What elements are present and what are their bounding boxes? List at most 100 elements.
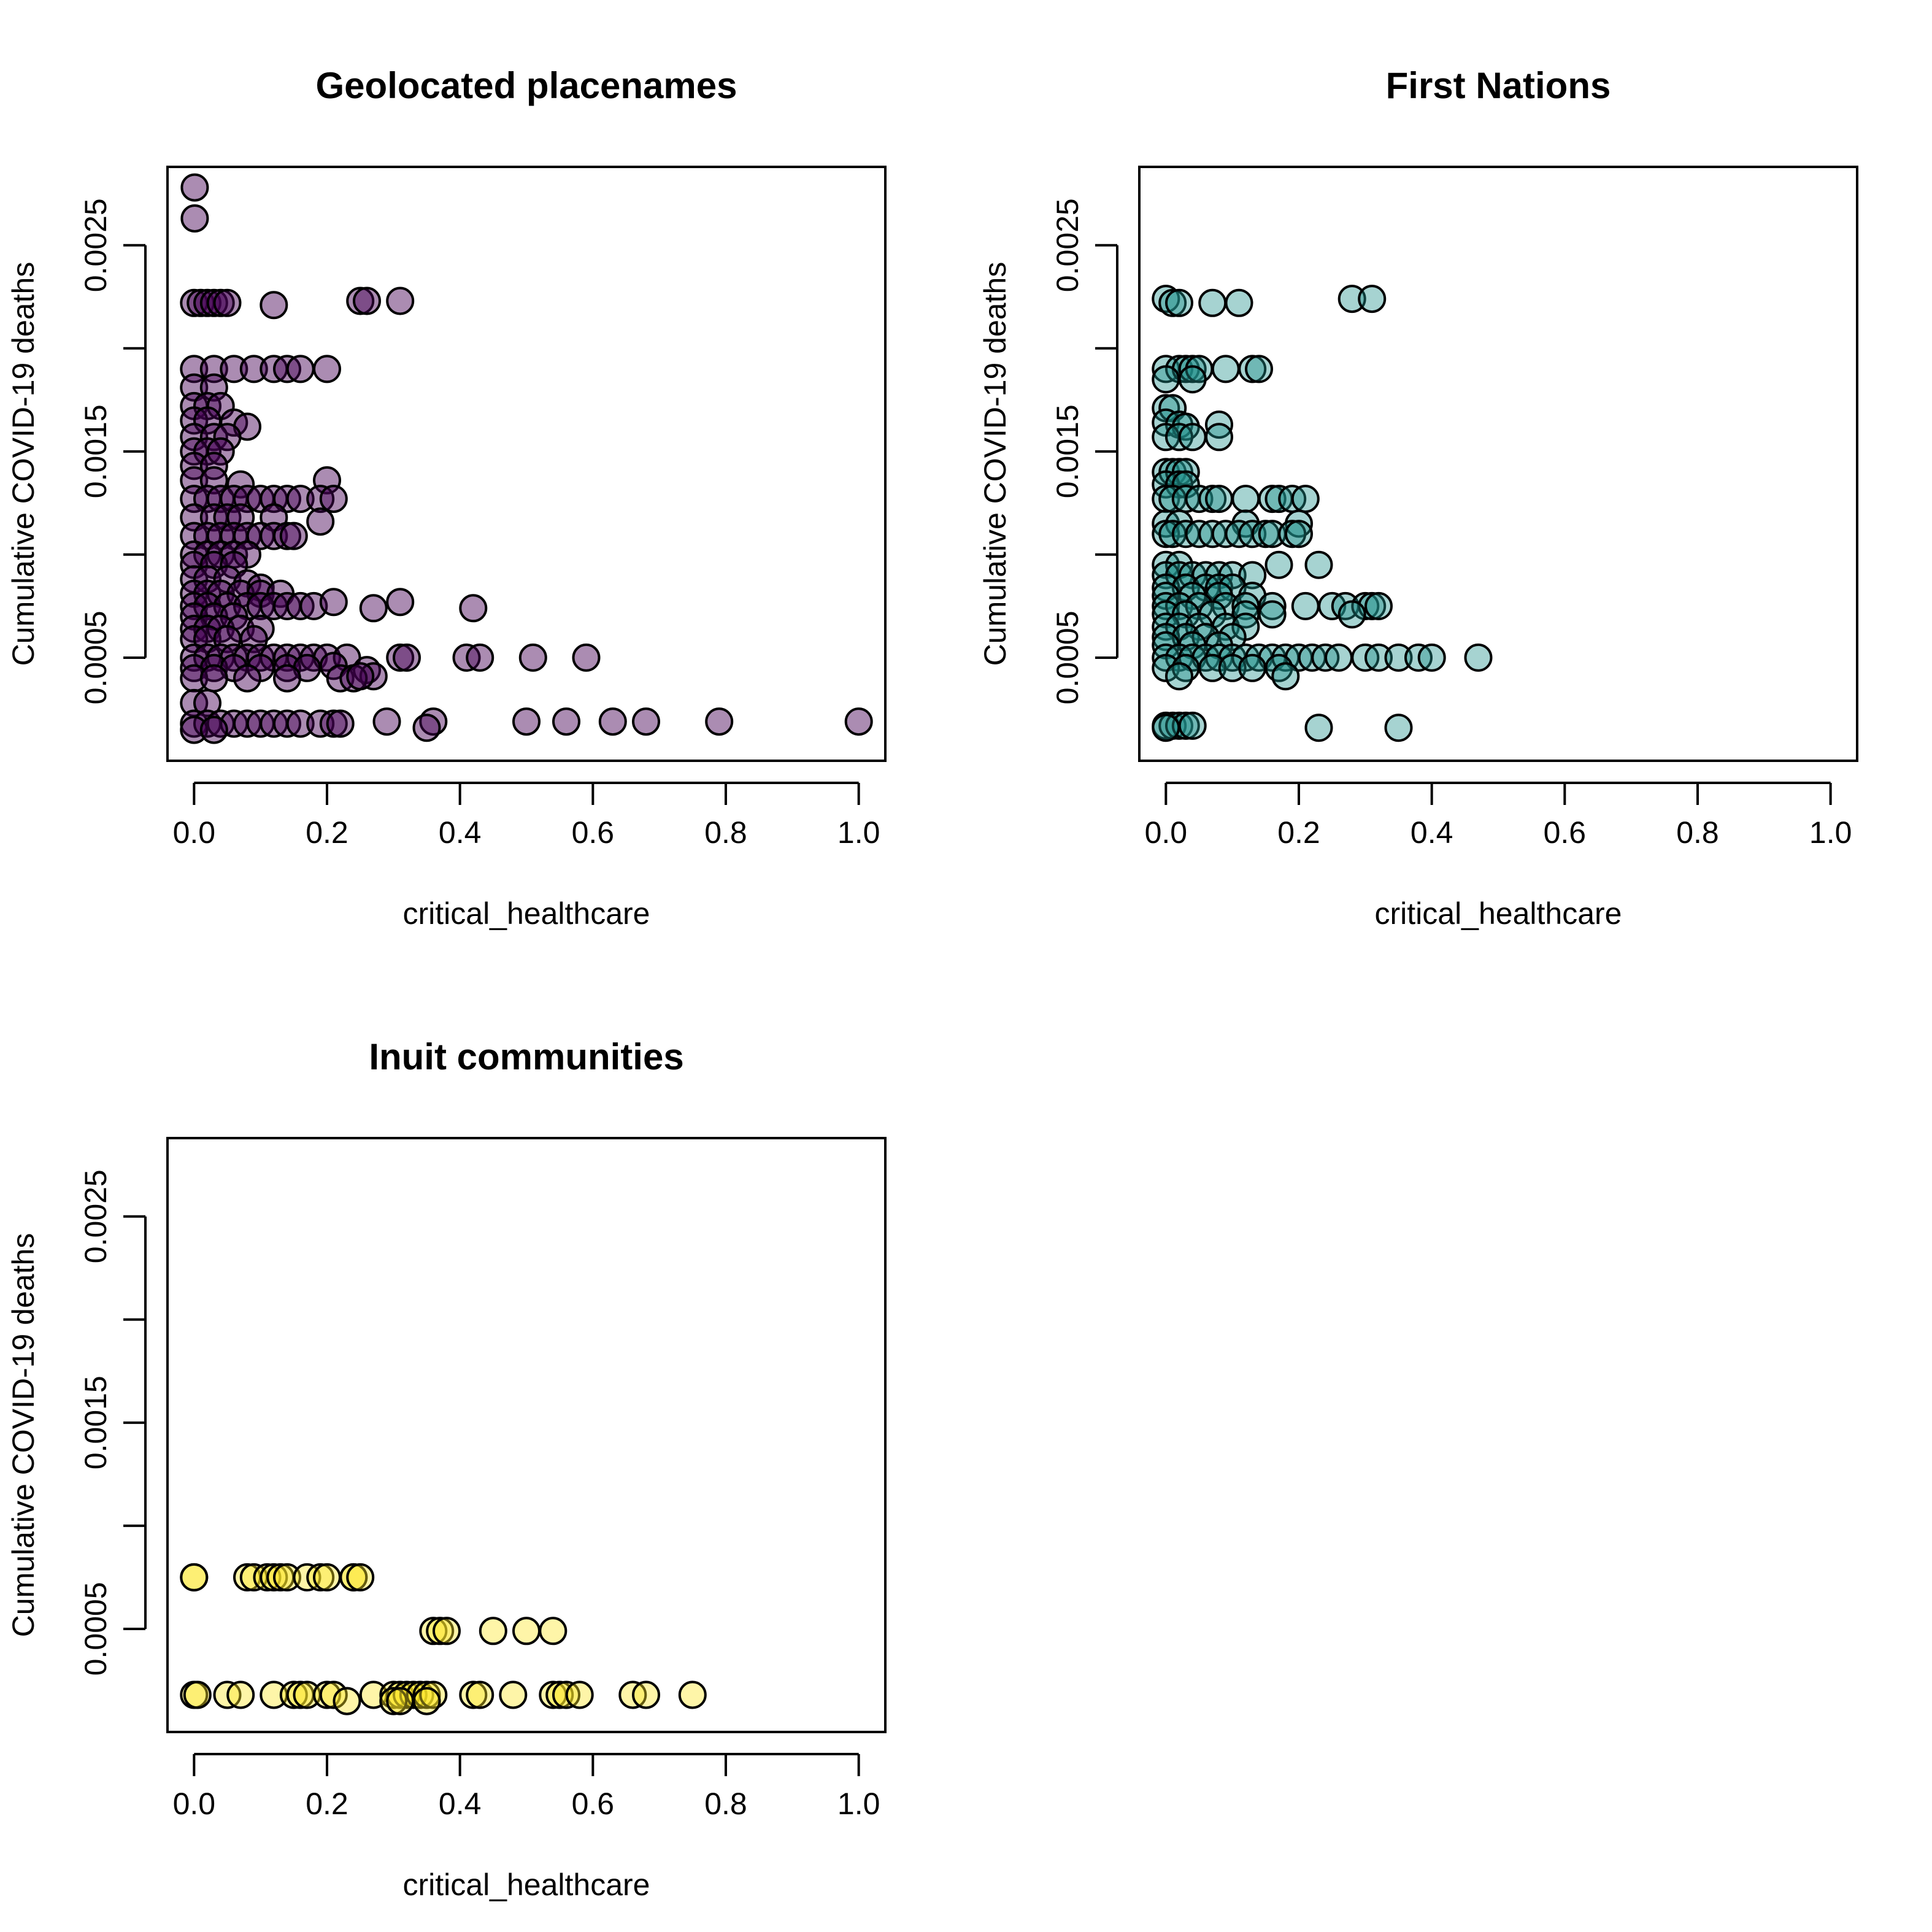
data-point bbox=[412, 1680, 441, 1709]
x-tick-label: 0.2 bbox=[306, 815, 348, 850]
data-point bbox=[286, 709, 315, 738]
data-point bbox=[372, 707, 401, 736]
data-point bbox=[844, 707, 873, 736]
x-tick-label: 0.2 bbox=[306, 1787, 348, 1821]
data-point bbox=[220, 355, 248, 383]
x-axis-label: critical_healthcare bbox=[403, 1868, 650, 1902]
x-axis-label: critical_healthcare bbox=[1375, 896, 1622, 931]
data-point bbox=[1304, 550, 1333, 579]
data-point bbox=[459, 1680, 488, 1709]
data-point bbox=[199, 664, 228, 693]
data-point bbox=[705, 707, 734, 736]
data-point bbox=[386, 588, 415, 617]
data-point bbox=[678, 1680, 707, 1709]
data-point bbox=[326, 709, 355, 738]
data-point bbox=[1238, 653, 1267, 682]
data-point bbox=[518, 643, 547, 672]
y-tick-label: 0.0025 bbox=[79, 198, 113, 292]
data-point bbox=[339, 1563, 368, 1591]
data-point bbox=[273, 521, 301, 550]
data-point bbox=[512, 1617, 541, 1645]
x-tick-label: 1.0 bbox=[837, 815, 880, 850]
data-point bbox=[433, 1617, 461, 1645]
x-tick-label: 0.8 bbox=[704, 815, 747, 850]
plot-frame bbox=[166, 166, 887, 762]
x-tick-label: 0.6 bbox=[572, 1787, 615, 1821]
data-point bbox=[193, 688, 221, 717]
data-point bbox=[412, 1687, 441, 1715]
data-point bbox=[1178, 355, 1207, 383]
data-point bbox=[545, 1680, 574, 1709]
data-point bbox=[1264, 550, 1293, 579]
data-point bbox=[632, 707, 660, 736]
data-point bbox=[466, 1680, 495, 1709]
x-tick-label: 1.0 bbox=[1809, 815, 1852, 850]
data-point bbox=[1171, 711, 1200, 740]
scatter-panel-3: 0.0 0.2 0.4 0.6 0.8 1.0 0.0005 0.0015 0.0025 Inui… bbox=[6, 1036, 887, 1902]
data-point bbox=[412, 714, 441, 742]
y-axis-label: Cumulative COVID-19 deaths bbox=[6, 1233, 40, 1638]
data-point bbox=[1211, 355, 1240, 383]
data-point bbox=[1205, 485, 1233, 514]
data-points bbox=[180, 1563, 707, 1715]
data-point bbox=[199, 452, 228, 480]
data-point bbox=[286, 485, 315, 514]
y-tick-label: 0.0005 bbox=[79, 1582, 113, 1676]
data-point bbox=[286, 355, 315, 383]
x-tick-label: 0.8 bbox=[704, 1787, 747, 1821]
data-point bbox=[273, 664, 301, 693]
data-point bbox=[353, 287, 381, 315]
data-point bbox=[1271, 662, 1300, 691]
data-point bbox=[1198, 485, 1227, 514]
data-point bbox=[1337, 600, 1366, 629]
data-point bbox=[213, 423, 242, 452]
data-point bbox=[1258, 591, 1287, 620]
data-point bbox=[459, 594, 488, 623]
data-point bbox=[306, 507, 335, 536]
data-point bbox=[1291, 591, 1320, 620]
data-point bbox=[206, 437, 235, 466]
data-point bbox=[466, 643, 495, 672]
data-point bbox=[319, 1680, 348, 1709]
data-point bbox=[1231, 485, 1260, 514]
data-point bbox=[499, 1680, 528, 1709]
data-point bbox=[1417, 643, 1446, 672]
data-points bbox=[1152, 285, 1493, 742]
data-point bbox=[1178, 711, 1207, 740]
data-point bbox=[199, 715, 228, 744]
data-point bbox=[1337, 285, 1366, 314]
data-point bbox=[1225, 288, 1253, 317]
y-tick-label: 0.0005 bbox=[79, 610, 113, 704]
data-point bbox=[1464, 643, 1493, 672]
data-point bbox=[180, 204, 209, 233]
y-tick-label: 0.0025 bbox=[1050, 198, 1085, 292]
x-tick-label: 0.0 bbox=[1145, 815, 1188, 850]
x-tick-label: 0.2 bbox=[1277, 815, 1320, 850]
y-axis-label: Cumulative COVID-19 deaths bbox=[6, 262, 40, 666]
y-tick-label: 0.0015 bbox=[79, 404, 113, 498]
data-point bbox=[180, 452, 209, 480]
data-point bbox=[1278, 520, 1307, 548]
data-point bbox=[1152, 365, 1180, 394]
data-point bbox=[346, 1563, 375, 1591]
data-point bbox=[319, 588, 348, 617]
data-point bbox=[479, 1617, 507, 1645]
chart-title: Inuit communities bbox=[369, 1036, 683, 1077]
data-point bbox=[180, 715, 209, 744]
data-point bbox=[206, 288, 235, 317]
data-point bbox=[1152, 714, 1180, 742]
data-point bbox=[183, 1680, 212, 1709]
x-tick-label: 0.6 bbox=[1544, 815, 1587, 850]
data-point bbox=[1364, 643, 1393, 672]
data-point bbox=[273, 1563, 301, 1591]
data-point bbox=[213, 288, 242, 317]
x-tick-label: 0.4 bbox=[439, 815, 482, 850]
data-point bbox=[1384, 643, 1413, 672]
data-point bbox=[1158, 288, 1187, 317]
data-point bbox=[1165, 662, 1193, 691]
data-point bbox=[180, 173, 209, 202]
data-point bbox=[1304, 714, 1333, 742]
data-point bbox=[539, 1617, 568, 1645]
data-point bbox=[426, 1617, 455, 1645]
